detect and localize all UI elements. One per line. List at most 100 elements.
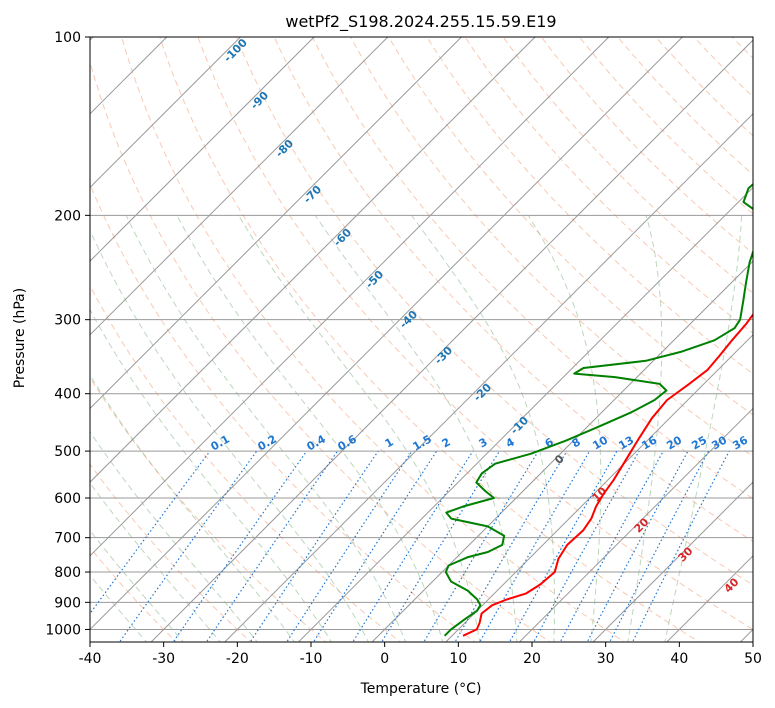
isotherm-label: 30: [676, 544, 696, 564]
mixing-ratio-line: [205, 450, 339, 642]
mixing-ratio-line: [312, 450, 438, 642]
dry-adiabat: [693, 37, 753, 98]
dry-adiabat: [90, 183, 476, 642]
x-tick-label: -40: [79, 651, 102, 667]
isotherm-line: [297, 186, 753, 642]
isotherm-line: [739, 628, 753, 642]
moist-adiabat: [90, 374, 295, 642]
x-tick-label: 40: [670, 651, 688, 667]
isotherm-line: [90, 37, 315, 262]
isotherm-label: -10: [508, 414, 531, 437]
mixing-ratio-line: [285, 450, 413, 642]
mixing-ratio-line: [380, 450, 501, 642]
mixing-ratio-line: [609, 450, 710, 642]
y-tick-label: 400: [54, 387, 81, 403]
dry-adiabat: [350, 37, 753, 458]
x-tick-label: -20: [226, 651, 249, 667]
isotherm-label: -40: [397, 308, 420, 331]
x-tick-label: -10: [300, 651, 323, 667]
moist-adiabat: [238, 215, 481, 642]
plot-area: 0.1 0.2 0.4 0.6 1 1.5 2 3 4 6 8 10 13 16 20 25 30 36-100-…: [90, 24, 775, 645]
isotherm-label: -60: [331, 226, 354, 249]
isotherm-label: -90: [248, 89, 271, 112]
y-tick-label: 500: [54, 444, 81, 460]
mixing-ratio-label: 0.1: [209, 432, 232, 453]
dry-adiabat: [311, 37, 753, 500]
isotherm-line: [445, 334, 753, 642]
x-tick-label: 10: [449, 651, 467, 667]
dry-adiabat: [90, 284, 402, 642]
isotherm-label: -70: [301, 183, 324, 206]
y-axis-label: Pressure (hPa): [12, 288, 28, 388]
mixing-ratio-line: [249, 450, 379, 642]
moist-adiabat: [90, 529, 185, 642]
isotherm-line: [592, 481, 753, 642]
axes: -40 -30 -20 -10 0 10 20 30 40 5010009008007006005…: [45, 30, 762, 667]
y-tick-label: 1000: [45, 622, 81, 638]
x-tick-label: 30: [597, 651, 615, 667]
y-tick-label: 800: [54, 565, 81, 581]
mixing-ratio-label: 1.5: [411, 432, 434, 453]
mixing-ratio-label: 0.6: [336, 432, 360, 453]
moist-adiabat: [627, 215, 663, 642]
mixing-ratio-label: 2: [440, 435, 453, 450]
mixing-ratio-label: 25: [689, 434, 709, 453]
isotherm-line: [150, 39, 753, 642]
dry-adiabat: [388, 37, 753, 416]
y-tick-label: 200: [54, 208, 81, 224]
mixing-ratio-line: [586, 450, 689, 642]
mixing-ratio-label: 20: [664, 433, 684, 452]
dry-adiabat: [464, 37, 753, 334]
moist-adiabat: [527, 215, 602, 642]
y-tick-label: 700: [54, 531, 81, 547]
moist-adiabat: [90, 430, 258, 642]
x-tick-label: 0: [380, 651, 389, 667]
x-tick-label: 50: [744, 651, 762, 667]
isotherm-label: 40: [722, 575, 742, 595]
y-tick-label: 900: [54, 595, 81, 611]
mixing-ratio-line: [172, 450, 308, 642]
y-tick-label: 300: [54, 313, 81, 329]
dry-adiabat: [731, 37, 753, 59]
isotherm-line: [518, 407, 753, 642]
moist-adiabat: [90, 482, 221, 642]
dry-adiabat: [121, 37, 626, 642]
isotherm-label: -30: [432, 344, 455, 367]
moist-adiabat: [90, 229, 369, 642]
x-tick-label: -30: [152, 651, 175, 667]
x-tick-label: 20: [523, 651, 541, 667]
dry-adiabat: [578, 37, 753, 215]
isotherm-line: [90, 37, 610, 557]
isotherm-line: [90, 37, 536, 483]
mixing-ratio-line: [90, 450, 211, 615]
moist-adiabat: [90, 308, 332, 642]
isotherm-line: [371, 260, 753, 642]
isotherm-label: -20: [471, 381, 494, 404]
dry-adiabat: [655, 37, 753, 137]
moist-adiabat: [411, 215, 555, 642]
moist-adiabat: [125, 215, 407, 642]
mixing-ratio-label: 3: [477, 435, 490, 450]
plot-frame: [89, 36, 754, 643]
mixing-ratio-label: 36: [730, 433, 750, 452]
dry-adiabat: [757, 24, 775, 645]
mixing-ratio-line: [352, 450, 474, 642]
isotherm-line: [90, 37, 463, 410]
dry-adiabat: [426, 37, 753, 375]
mixing-ratio-label: 0.2: [256, 432, 279, 453]
dewpoint-profile-line: [443, 182, 753, 637]
mixing-ratio-line: [631, 450, 730, 642]
y-tick-label: 600: [54, 491, 81, 507]
temperature-profile-line: [462, 312, 753, 637]
isotherm-line: [224, 113, 753, 642]
isotherm-label: 20: [632, 515, 652, 535]
mixing-ratio-label: 4: [504, 435, 517, 450]
moist-adiabat: [176, 215, 444, 642]
isotherm-label: -100: [221, 36, 250, 65]
moist-adiabat: [314, 215, 518, 642]
dry-adiabat: [90, 463, 252, 642]
isotherm-line: [90, 37, 684, 631]
mixing-ratio-line: [559, 450, 664, 642]
isotherm-label: -80: [273, 137, 296, 160]
